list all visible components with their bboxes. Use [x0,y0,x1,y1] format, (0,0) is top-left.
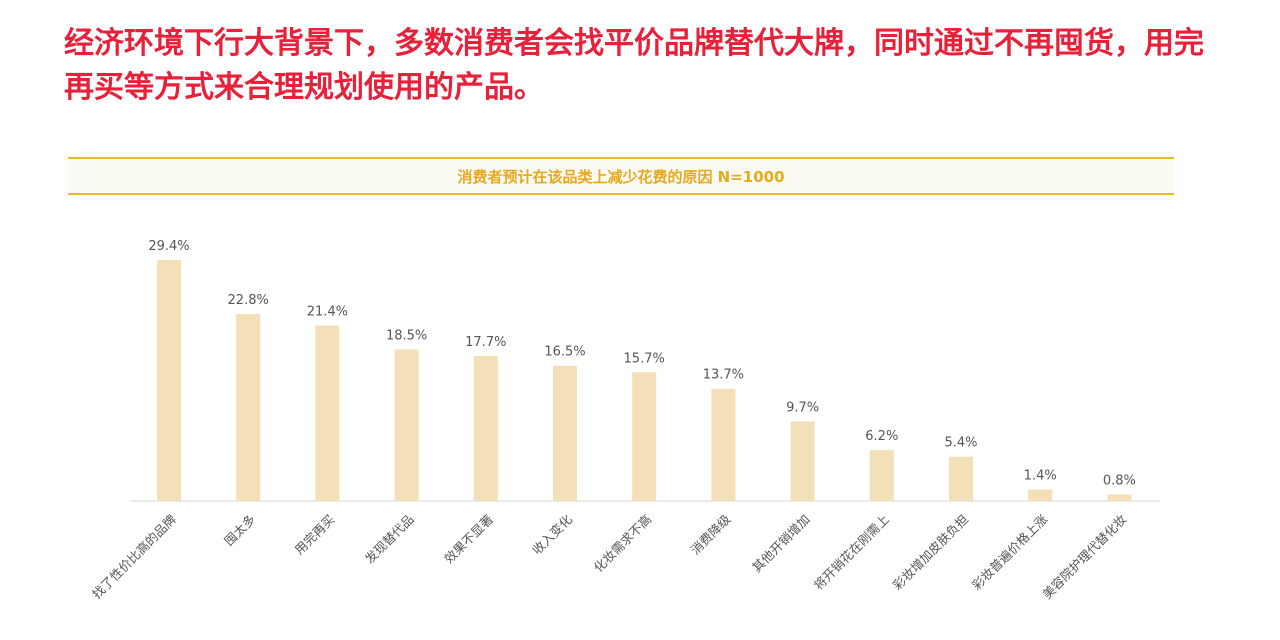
category-label: 效果不显著 [441,512,496,567]
category-label: 找了性价比高的品牌 [89,512,179,602]
category-label: 彩妆普遍价格上涨 [969,511,1051,593]
bar [473,355,498,501]
bar [1107,494,1132,501]
bar-value-label: 18.5% [386,328,427,343]
bar [553,365,577,501]
category-label: 消费降级 [688,511,734,557]
bar [236,314,261,501]
bar-value-label: 5.4% [944,436,977,451]
category-label: 用完再买 [292,512,338,558]
bar-value-label: 29.4% [148,239,189,254]
bar-value-label: 1.4% [1024,469,1057,484]
chart-title: 消费者预计在该品类上减少花费的原因 N=1000 [457,167,785,186]
bar-value-label: 15.7% [624,351,665,366]
bar-value-label: 0.8% [1103,473,1136,488]
category-label: 美容院护理代替化妆 [1039,512,1129,602]
category-label: 化妆需求不高 [591,512,655,576]
bar-value-label: 17.7% [465,335,506,350]
category-label: 其他开销增加 [749,512,813,576]
bar [157,260,181,501]
category-label: 发现替代品 [362,512,417,567]
chart-title-band: 消费者预计在该品类上减少花费的原因 N=1000 [68,157,1174,195]
bar [949,456,973,501]
category-label: 收入变化 [529,511,575,557]
bar-value-label: 9.7% [786,401,819,416]
bar-value-label: 22.8% [228,293,269,308]
bar-value-label: 21.4% [307,305,348,320]
bar-value-label: 13.7% [703,368,744,383]
bar-value-label: 6.2% [865,429,898,444]
headline: 经济环境下行大背景下，多数消费者会找平价品牌替代大牌，同时通过不再囤货，用完再买… [64,26,1204,105]
bar [1028,489,1053,501]
bar [632,372,657,501]
bar [711,388,736,501]
bar [790,421,815,501]
category-label: 囤太多 [221,512,258,549]
bar [315,325,340,501]
bar-value-label: 16.5% [544,345,585,360]
category-label: 彩妆增加皮肤负担 [890,512,971,593]
bar [394,349,419,501]
category-label: 将开销花在刚需上 [811,512,892,593]
bar [869,450,894,501]
